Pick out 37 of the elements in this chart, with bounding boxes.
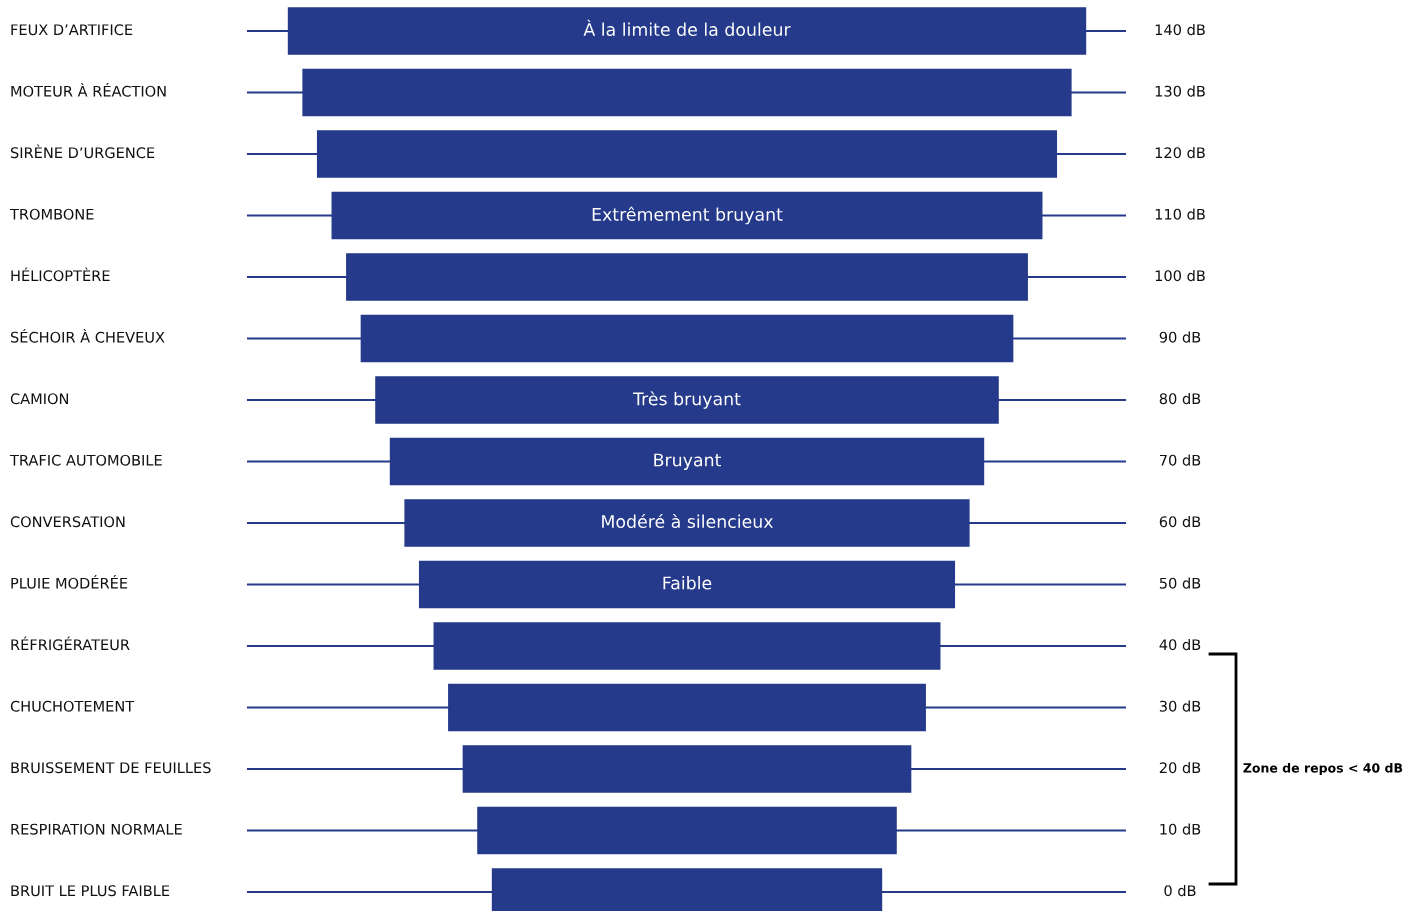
category-label: CHUCHOTEMENT <box>10 700 135 712</box>
data-label: 50 dB <box>1159 577 1201 589</box>
data-label: 70 dB <box>1159 454 1201 466</box>
category-label: BRUISSEMENT DE FEUILLES <box>11 762 211 774</box>
text: Très bruyant <box>632 391 741 409</box>
data-label: 120 dB <box>1155 146 1205 159</box>
text: Bruyant <box>654 453 721 470</box>
text: Extrêmement bruyant <box>592 206 783 225</box>
data-label: 140 dB <box>1155 23 1205 36</box>
data-label: 90 dB <box>1159 331 1201 343</box>
data-label: 110 dB <box>1155 208 1205 220</box>
category-label: HÉLICOPTÈRE <box>11 267 110 282</box>
data-label: 30 dB <box>1159 700 1201 712</box>
category-label: MOTEUR À RÉACTION <box>11 83 166 97</box>
text: À la limite de la douleur <box>583 19 791 37</box>
category-label: TROMBONE <box>9 208 94 220</box>
data-label: 20 dB <box>1159 761 1201 774</box>
text: Modéré à silencieux <box>602 513 773 529</box>
data-label: 60 dB <box>1159 515 1201 528</box>
category-label: CONVERSATION <box>10 516 125 528</box>
data-label: 80 dB <box>1159 392 1201 405</box>
text: Zone de repos < 40 dB <box>1243 762 1403 776</box>
category-label: RESPIRATION NORMALE <box>11 823 182 835</box>
category-label: RÉFRIGÉRATEUR <box>11 636 130 651</box>
data-label: 130 dB <box>1155 85 1205 97</box>
category-label: TRAFIC AUTOMOBILE <box>9 454 162 466</box>
category-label: PLUIE MODÉRÉE <box>11 575 128 589</box>
category-label: SÉCHOIR À CHEVEUX <box>10 329 165 343</box>
data-label: 100 dB <box>1155 269 1205 282</box>
category-label: BRUIT LE PLUS FAIBLE <box>11 885 170 897</box>
category-label: FEUX D’ARTIFICE <box>11 24 133 36</box>
data-label: 0 dB <box>1164 884 1196 897</box>
category-label: SIRÈNE D’URGENCE <box>10 144 155 159</box>
text: Faible <box>663 576 712 590</box>
data-label: 10 dB <box>1160 823 1201 835</box>
data-label: 40 dB <box>1159 638 1201 651</box>
category-label: CAMION <box>10 393 68 405</box>
